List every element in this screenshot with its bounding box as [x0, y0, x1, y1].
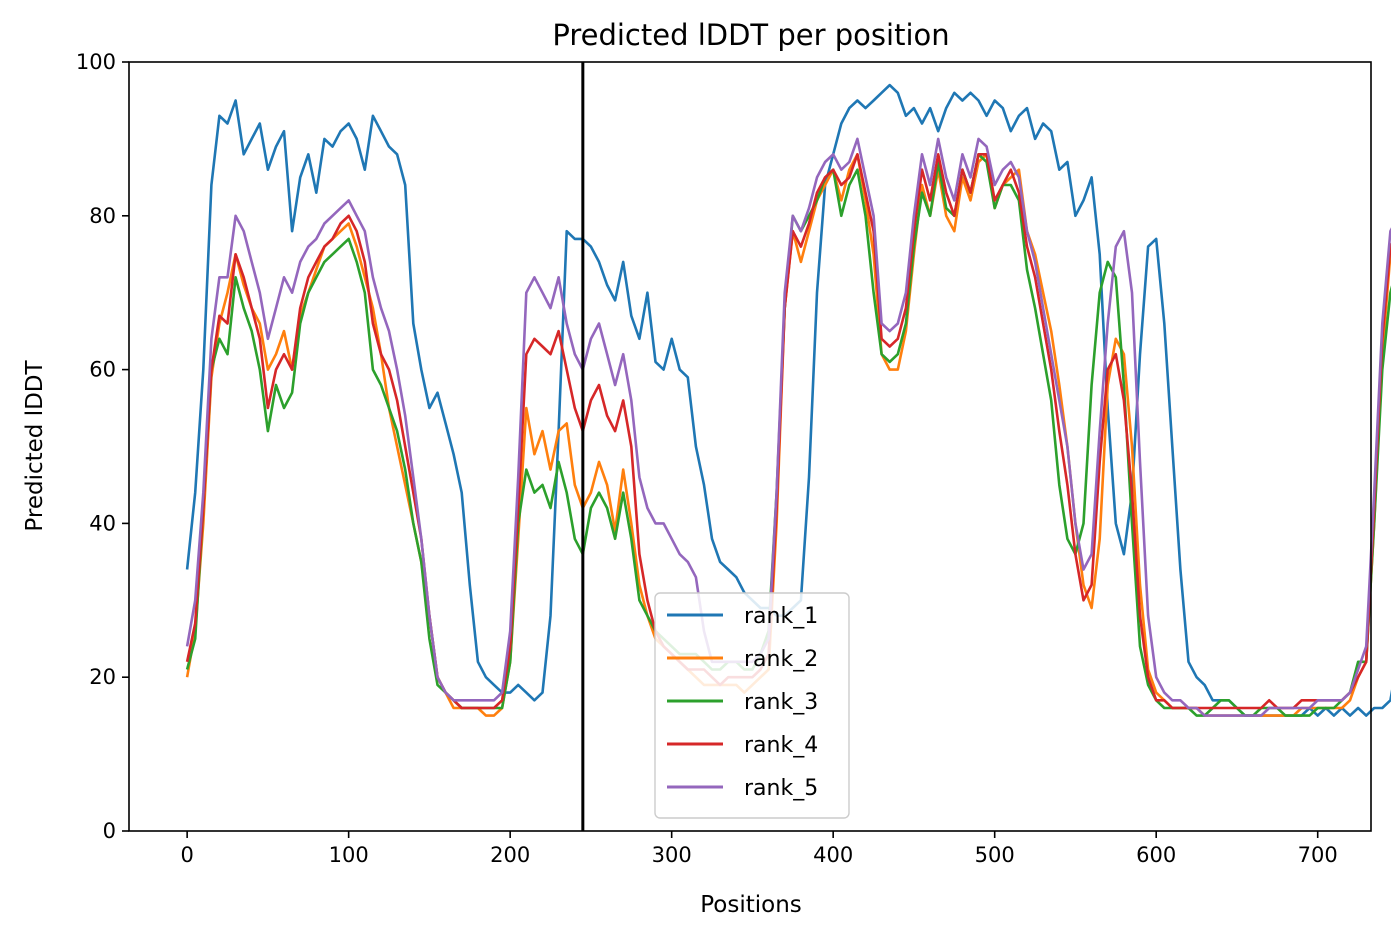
legend-label-rank_2: rank_2 — [744, 647, 818, 672]
legend: rank_1 rank_2 rank_3 rank_4 rank_5 — [654, 592, 850, 819]
x-tick-label: 300 — [652, 843, 692, 867]
x-tick-label: 200 — [490, 843, 530, 867]
legend-label-rank_3: rank_3 — [744, 690, 818, 715]
plot-frame — [128, 61, 1372, 832]
legend-box — [654, 592, 850, 819]
y-tick-label: 20 — [89, 665, 116, 689]
series-layer — [185, 83, 1391, 717]
y-tick-label: 100 — [76, 50, 116, 74]
x-tick-label: 400 — [813, 843, 853, 867]
x-tick-label: 600 — [1136, 843, 1176, 867]
chart-title: Predicted lDDT per position — [552, 18, 949, 52]
y-tick-label: 0 — [103, 819, 116, 843]
x-axis-label: Positions — [700, 892, 802, 918]
x-tick-label: 0 — [180, 843, 193, 867]
y-axis: 0 20 40 60 80 100 — [76, 50, 129, 843]
series-line-rank_1 — [185, 83, 1391, 717]
y-tick-label: 60 — [89, 358, 116, 382]
legend-label-rank_1: rank_1 — [744, 604, 818, 629]
legend-label-rank_5: rank_5 — [744, 776, 818, 801]
y-tick-label: 40 — [89, 511, 116, 535]
x-tick-label: 700 — [1298, 843, 1338, 867]
x-tick-label: 500 — [975, 843, 1015, 867]
x-tick-label: 100 — [329, 843, 369, 867]
series-line-rank_5 — [185, 137, 1391, 717]
legend-label-rank_4: rank_4 — [744, 733, 818, 758]
y-axis-label: Predicted lDDT — [22, 359, 48, 531]
y-tick-label: 80 — [89, 204, 116, 228]
x-axis: 0 100 200 300 400 500 600 700 — [180, 831, 1338, 867]
